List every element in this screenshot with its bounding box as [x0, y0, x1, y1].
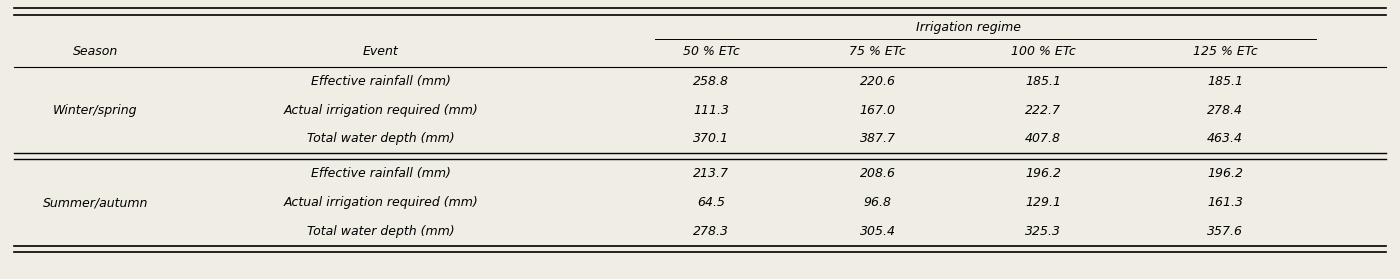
Text: 50 % ETc: 50 % ETc — [683, 45, 739, 58]
Text: 129.1: 129.1 — [1025, 196, 1061, 209]
Text: 64.5: 64.5 — [697, 196, 725, 209]
Text: 96.8: 96.8 — [864, 196, 892, 209]
Text: 325.3: 325.3 — [1025, 225, 1061, 238]
Text: 161.3: 161.3 — [1207, 196, 1243, 209]
Text: 100 % ETc: 100 % ETc — [1011, 45, 1075, 58]
Text: 75 % ETc: 75 % ETc — [850, 45, 906, 58]
Text: Irrigation regime: Irrigation regime — [916, 21, 1021, 34]
Text: 370.1: 370.1 — [693, 133, 729, 145]
Text: 111.3: 111.3 — [693, 104, 729, 117]
Text: Summer/autumn: Summer/autumn — [42, 196, 148, 209]
Text: 220.6: 220.6 — [860, 75, 896, 88]
Text: 185.1: 185.1 — [1207, 75, 1243, 88]
Text: Effective rainfall (mm): Effective rainfall (mm) — [311, 167, 451, 180]
Text: 196.2: 196.2 — [1025, 167, 1061, 180]
Text: 278.3: 278.3 — [693, 225, 729, 238]
Text: 278.4: 278.4 — [1207, 104, 1243, 117]
Text: Season: Season — [73, 45, 118, 58]
Text: 407.8: 407.8 — [1025, 133, 1061, 145]
Text: 357.6: 357.6 — [1207, 225, 1243, 238]
Text: Effective rainfall (mm): Effective rainfall (mm) — [311, 75, 451, 88]
Text: Total water depth (mm): Total water depth (mm) — [307, 133, 455, 145]
Text: Actual irrigation required (mm): Actual irrigation required (mm) — [283, 196, 479, 209]
Text: 196.2: 196.2 — [1207, 167, 1243, 180]
Text: Event: Event — [363, 45, 399, 58]
Text: 258.8: 258.8 — [693, 75, 729, 88]
Text: 185.1: 185.1 — [1025, 75, 1061, 88]
Text: 208.6: 208.6 — [860, 167, 896, 180]
Text: 305.4: 305.4 — [860, 225, 896, 238]
Text: 222.7: 222.7 — [1025, 104, 1061, 117]
Text: 387.7: 387.7 — [860, 133, 896, 145]
Text: 167.0: 167.0 — [860, 104, 896, 117]
Text: 463.4: 463.4 — [1207, 133, 1243, 145]
Text: 125 % ETc: 125 % ETc — [1193, 45, 1257, 58]
Text: Actual irrigation required (mm): Actual irrigation required (mm) — [283, 104, 479, 117]
Text: 213.7: 213.7 — [693, 167, 729, 180]
Text: Total water depth (mm): Total water depth (mm) — [307, 225, 455, 238]
Text: Winter/spring: Winter/spring — [53, 104, 137, 117]
